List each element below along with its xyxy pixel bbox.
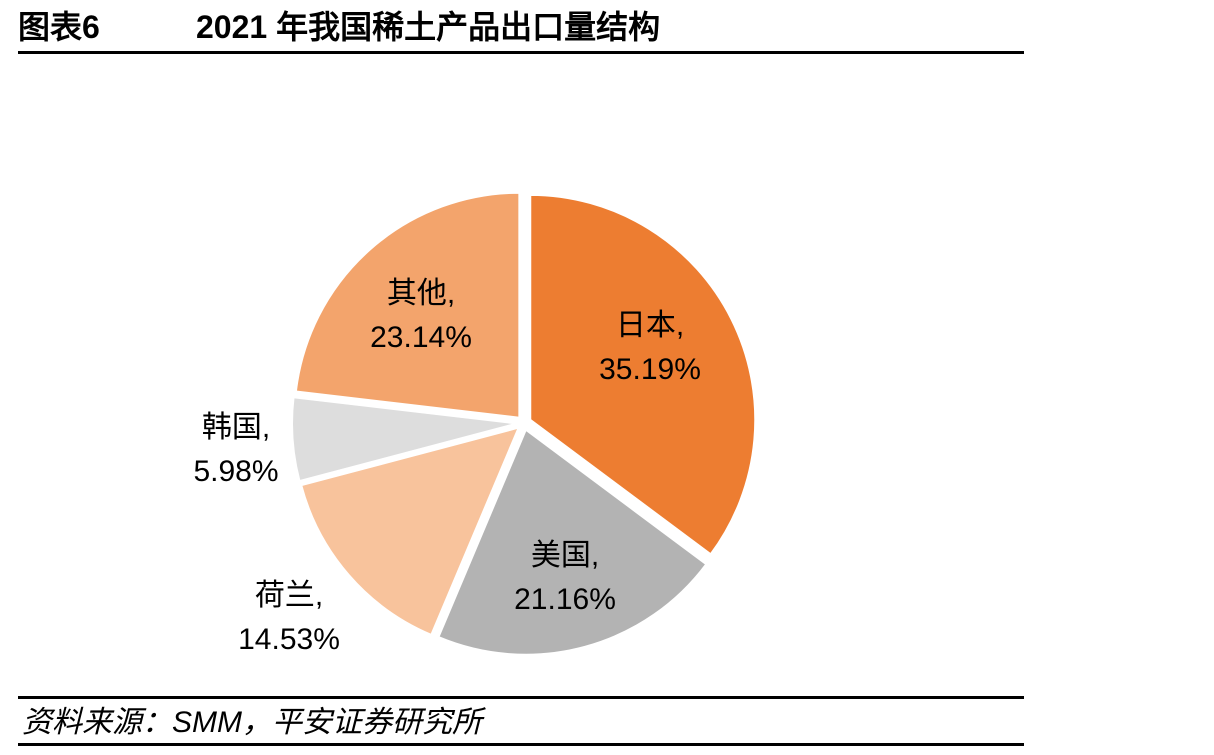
slice-name-label: 日本, bbox=[616, 309, 684, 342]
header-divider bbox=[18, 51, 1024, 54]
slice-name-label: 荷兰, bbox=[255, 579, 323, 612]
pie-slices bbox=[291, 191, 757, 656]
figure-header: 图表6 2021 年我国稀土产品出口量结构 bbox=[18, 6, 1024, 48]
slice-labels: 日本, 35.19% 美国, 21.16% 荷兰, 14.53% 韩国, 5.98% 其他, 23… bbox=[193, 277, 700, 656]
chart-title: 2021 年我国稀土产品出口量结构 bbox=[196, 9, 661, 45]
bottom-divider bbox=[18, 743, 1024, 746]
footer-divider bbox=[18, 696, 1024, 699]
pie-slice bbox=[294, 191, 521, 419]
slice-value-label: 5.98% bbox=[193, 455, 278, 488]
slice-name-label: 韩国, bbox=[202, 411, 270, 444]
pie-slice bbox=[437, 428, 708, 656]
slice-value-label: 21.16% bbox=[514, 583, 616, 616]
slice-value-label: 14.53% bbox=[238, 623, 340, 656]
slice-name-label: 美国, bbox=[531, 539, 599, 572]
pie-slice bbox=[529, 193, 757, 556]
pie-slice bbox=[299, 426, 521, 637]
slice-name-label: 其他, bbox=[387, 277, 455, 310]
pie-slice bbox=[291, 396, 518, 483]
figure-label: 图表6 bbox=[18, 9, 100, 45]
source-note: 资料来源：SMM，平安证券研究所 bbox=[22, 706, 482, 739]
slice-value-label: 35.19% bbox=[599, 353, 701, 386]
slice-value-label: 23.14% bbox=[370, 321, 472, 354]
